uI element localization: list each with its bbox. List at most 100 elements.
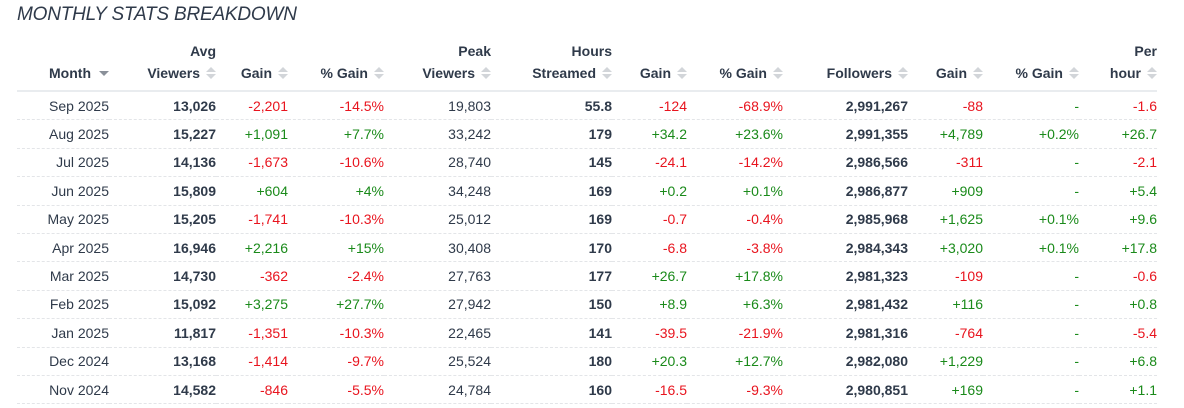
hours-gain-cell: -6.8 <box>612 233 687 263</box>
avg-viewers-cell: 14,582 <box>109 375 216 405</box>
column-header-hours-streamed[interactable]: Hours Streamed <box>491 40 612 92</box>
sort-both-icon[interactable] <box>1069 66 1079 80</box>
followers-per-hour-cell: +5.4 <box>1079 176 1157 206</box>
avg-viewers-percent-gain-cell: +27.7% <box>288 290 384 320</box>
column-header-followers-per-hour[interactable]: Per hour <box>1079 40 1157 92</box>
peak-viewers-cell: 28,740 <box>384 148 491 178</box>
avg-viewers-percent-gain-cell: -10.3% <box>288 205 384 234</box>
hours-gain-cell: +26.7 <box>612 261 687 291</box>
hours-gain-cell: +0.2 <box>612 176 687 206</box>
column-header-followers-percent-gain[interactable]: % Gain <box>983 40 1079 92</box>
avg-viewers-percent-gain-cell: -10.6% <box>288 148 384 178</box>
column-header-label: hour <box>1109 65 1141 81</box>
avg-viewers-gain-cell: -1,351 <box>216 318 288 348</box>
followers-cell: 2,986,566 <box>783 148 908 178</box>
column-header-avg-viewers[interactable]: Avg Viewers <box>109 40 216 92</box>
avg-viewers-percent-gain-cell: +15% <box>288 233 384 263</box>
table-row: Jul 2025 14,136 -1,673 -10.6% 28,740 145 -24.1… <box>17 148 1157 178</box>
hours-gain-cell: -16.5 <box>612 375 687 405</box>
sort-both-icon[interactable] <box>898 66 908 80</box>
hours-streamed-cell: 141 <box>491 318 612 348</box>
sort-both-icon[interactable] <box>374 66 384 80</box>
hours-streamed-cell: 150 <box>491 290 612 320</box>
column-header-label: % Gain <box>320 65 368 81</box>
followers-cell: 2,981,432 <box>783 290 908 320</box>
avg-viewers-percent-gain-cell: -2.4% <box>288 261 384 291</box>
peak-viewers-cell: 33,242 <box>384 119 491 149</box>
followers-percent-gain-cell: - <box>983 290 1079 320</box>
avg-viewers-cell: 14,136 <box>109 148 216 178</box>
hours-percent-gain-cell: -14.2% <box>687 148 783 178</box>
hours-percent-gain-cell: +0.1% <box>687 176 783 206</box>
table-row: Dec 2024 13,168 -1,414 -9.7% 25,524 180 +20.3 +… <box>17 347 1157 376</box>
followers-gain-cell: +1,229 <box>908 347 983 376</box>
avg-viewers-gain-cell: -846 <box>216 375 288 405</box>
followers-per-hour-cell: +0.8 <box>1079 290 1157 320</box>
hours-percent-gain-cell: -21.9% <box>687 318 783 348</box>
column-header-month[interactable]: Month <box>17 40 109 92</box>
column-header-label: % Gain <box>719 65 767 81</box>
avg-viewers-percent-gain-cell: -5.5% <box>288 375 384 405</box>
column-header-avg-viewers-percent-gain[interactable]: % Gain <box>288 40 384 92</box>
sort-both-icon[interactable] <box>1147 66 1157 80</box>
hours-streamed-cell: 179 <box>491 119 612 149</box>
followers-gain-cell: +909 <box>908 176 983 206</box>
followers-percent-gain-cell: - <box>983 375 1079 405</box>
followers-cell: 2,982,080 <box>783 347 908 376</box>
sort-both-icon[interactable] <box>602 66 612 80</box>
hours-percent-gain-cell: -0.4% <box>687 205 783 234</box>
month-cell: Jul 2025 <box>17 148 109 178</box>
sort-both-icon[interactable] <box>278 66 288 80</box>
sort-descending-icon[interactable] <box>99 71 109 76</box>
column-header-hours-gain[interactable]: Gain <box>612 40 687 92</box>
avg-viewers-gain-cell: +2,216 <box>216 233 288 263</box>
sort-both-icon[interactable] <box>773 66 783 80</box>
sort-both-icon[interactable] <box>973 66 983 80</box>
column-header-followers[interactable]: Followers <box>783 40 908 92</box>
hours-gain-cell: +20.3 <box>612 347 687 376</box>
column-header-label: Viewers <box>147 65 200 81</box>
followers-cell: 2,991,267 <box>783 91 908 121</box>
month-cell: Aug 2025 <box>17 119 109 149</box>
followers-per-hour-cell: -1.6 <box>1079 91 1157 121</box>
table-row: Nov 2024 14,582 -846 -5.5% 24,784 160 -16.5 -9.… <box>17 375 1157 405</box>
column-header-line1 <box>612 40 687 62</box>
column-header-line1 <box>783 40 908 62</box>
peak-viewers-cell: 19,803 <box>384 91 491 121</box>
hours-percent-gain-cell: +12.7% <box>687 347 783 376</box>
column-header-avg-viewers-gain[interactable]: Gain <box>216 40 288 92</box>
table-row: Mar 2025 14,730 -362 -2.4% 27,763 177 +26.7 +17… <box>17 261 1157 291</box>
column-header-peak-viewers[interactable]: Peak Viewers <box>384 40 491 92</box>
hours-streamed-cell: 169 <box>491 205 612 234</box>
followers-percent-gain-cell: +0.1% <box>983 205 1079 234</box>
followers-per-hour-cell: +26.7 <box>1079 119 1157 149</box>
column-header-line1 <box>288 40 384 62</box>
monthly-stats-table: Month Avg Viewers Gain % Gain Peak Viewers Ho… <box>17 40 1157 405</box>
peak-viewers-cell: 30,408 <box>384 233 491 263</box>
sort-both-icon[interactable] <box>481 66 491 80</box>
followers-cell: 2,986,877 <box>783 176 908 206</box>
table-row: Feb 2025 15,092 +3,275 +27.7% 27,942 150 +8.9 +… <box>17 290 1157 320</box>
followers-percent-gain-cell: - <box>983 176 1079 206</box>
column-header-line1 <box>216 40 288 62</box>
avg-viewers-gain-cell: -1,741 <box>216 205 288 234</box>
hours-percent-gain-cell: -3.8% <box>687 233 783 263</box>
peak-viewers-cell: 25,012 <box>384 205 491 234</box>
avg-viewers-gain-cell: +3,275 <box>216 290 288 320</box>
column-header-line1: Hours <box>571 43 612 59</box>
followers-gain-cell: +3,020 <box>908 233 983 263</box>
sort-both-icon[interactable] <box>677 66 687 80</box>
column-header-followers-gain[interactable]: Gain <box>908 40 983 92</box>
column-header-line1 <box>983 40 1079 62</box>
followers-gain-cell: -311 <box>908 148 983 178</box>
followers-per-hour-cell: +9.6 <box>1079 205 1157 234</box>
avg-viewers-cell: 16,946 <box>109 233 216 263</box>
followers-percent-gain-cell: - <box>983 318 1079 348</box>
column-header-hours-percent-gain[interactable]: % Gain <box>687 40 783 92</box>
sort-both-icon[interactable] <box>206 66 216 80</box>
month-cell: May 2025 <box>17 205 109 234</box>
column-header-line1 <box>687 40 783 62</box>
table-row: Jun 2025 15,809 +604 +4% 34,248 169 +0.2 +0.1% 2… <box>17 176 1157 206</box>
avg-viewers-cell: 13,026 <box>109 91 216 121</box>
hours-gain-cell: -0.7 <box>612 205 687 234</box>
